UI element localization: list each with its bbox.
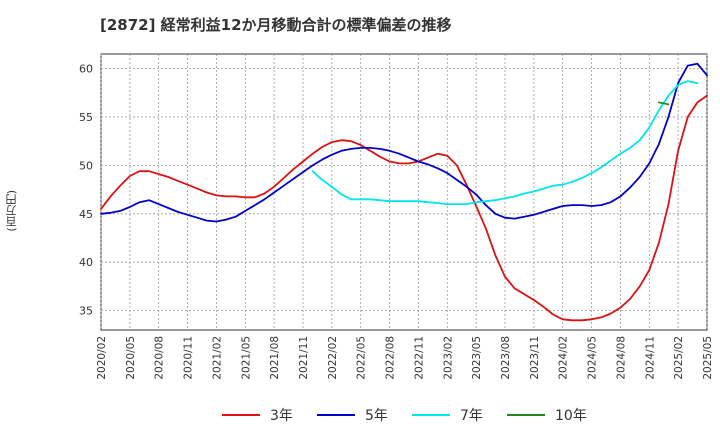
y-tick-label: 60 (79, 63, 93, 76)
x-tick-label: 2025/05 (702, 336, 714, 380)
x-tick-label: 2022/02 (327, 336, 339, 380)
y-tick-label: 45 (79, 208, 93, 221)
y-tick-label: 40 (79, 256, 93, 269)
legend-item: 3年 (222, 405, 293, 425)
x-tick-label: 2020/05 (125, 336, 137, 380)
legend-swatch (222, 414, 260, 416)
series-line-3年 (100, 94, 708, 322)
legend-item: 7年 (412, 405, 483, 425)
x-tick-label: 2024/11 (644, 336, 656, 380)
x-tick-label: 2020/11 (183, 336, 195, 380)
x-tick-label: 2023/02 (442, 336, 454, 380)
legend-item: 5年 (317, 405, 388, 425)
chart-legend: 3年 5年 7年 10年 (0, 400, 720, 430)
series-line-5年 (100, 62, 708, 223)
chart-svg: 35 40 45 50 55 60 2020/02 2020/05 2020/08 2020/11… (79, 53, 714, 380)
plot-area (100, 53, 708, 331)
x-tick-label: 2025/02 (673, 336, 685, 380)
legend-label: 3年 (270, 408, 293, 424)
legend-label: 5年 (365, 408, 388, 424)
x-tick-label: 2023/05 (471, 336, 483, 380)
x-tick-label: 2021/02 (211, 336, 223, 380)
series-line-10年 (658, 101, 670, 106)
y-tick-label: 55 (79, 111, 93, 124)
legend-swatch (507, 414, 545, 416)
x-tick-label: 2020/02 (96, 336, 108, 380)
y-tick-label: 35 (79, 305, 93, 318)
x-tick-label: 2021/08 (269, 336, 281, 380)
legend-swatch (317, 414, 355, 416)
x-tick-label: 2024/08 (615, 336, 627, 380)
x-tick-label: 2023/11 (529, 336, 541, 380)
x-tick-label: 2022/05 (356, 336, 368, 380)
legend-swatch (412, 414, 450, 416)
legend-label: 7年 (460, 408, 483, 424)
series-line-7年 (311, 80, 699, 206)
y-tick-label: 50 (79, 159, 93, 172)
legend-label: 10年 (555, 408, 587, 424)
legend-item: 10年 (507, 405, 587, 425)
x-tick-label: 2020/08 (154, 336, 166, 380)
x-tick-label: 2024/05 (587, 336, 599, 380)
x-tick-label: 2021/05 (240, 336, 252, 380)
x-tick-label: 2022/11 (413, 336, 425, 380)
x-tick-label: 2021/11 (298, 336, 310, 380)
chart-title: [2872] 経常利益12か月移動合計の標準偏差の推移 (100, 16, 452, 34)
x-tick-label: 2023/08 (500, 336, 512, 380)
x-tick-label: 2022/08 (385, 336, 397, 380)
x-tick-label: 2024/02 (558, 336, 570, 380)
